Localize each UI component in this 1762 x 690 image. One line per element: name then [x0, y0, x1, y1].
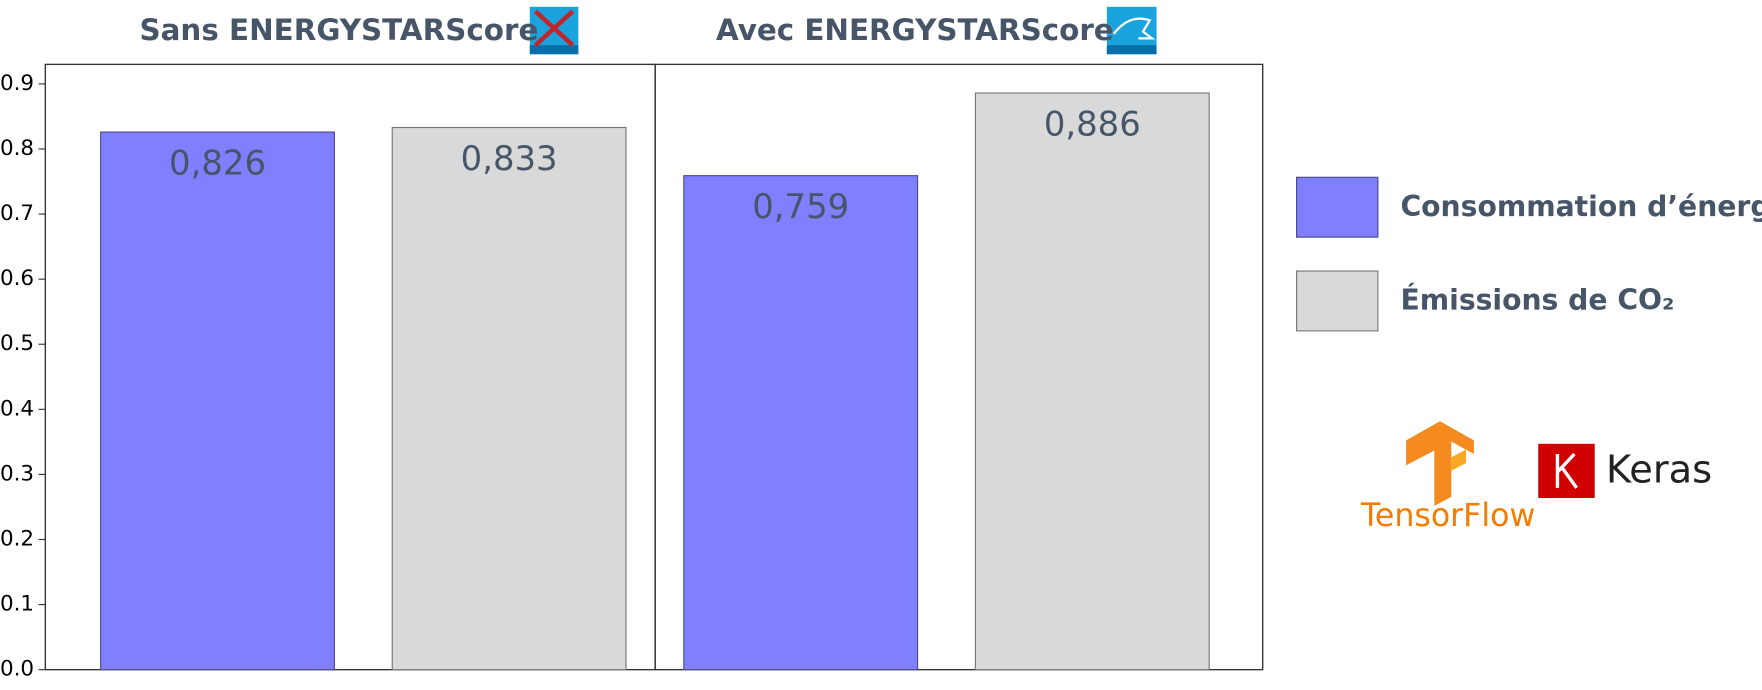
y-tick-label: 0.0	[0, 657, 34, 682]
bar	[391, 126, 627, 671]
keras-logo: Keras	[1606, 448, 1712, 493]
tensorflow-logo: TensorFlow	[1360, 498, 1535, 534]
value-label: 0,833	[461, 139, 558, 178]
y-tick-label: 0.2	[0, 527, 34, 552]
y-tick-label: 0.1	[0, 592, 34, 617]
legend-label: Consommation d’énergie	[1400, 190, 1762, 223]
legend-swatch	[1296, 176, 1379, 238]
bar	[100, 131, 335, 671]
legend-label: Émissions de CO₂	[1400, 283, 1674, 317]
y-tick-label: 0.7	[0, 201, 34, 226]
y-tick-label: 0.3	[0, 461, 34, 486]
y-tick-label: 0.8	[0, 136, 34, 161]
value-label: 0,886	[1044, 104, 1141, 143]
panel-frame	[654, 63, 1264, 671]
y-tick-label: 0.9	[0, 71, 34, 96]
legend-swatch	[1296, 270, 1379, 332]
y-tick-label: 0.4	[0, 396, 34, 421]
chart-title: Sans ENERGYSTARScore	[139, 13, 538, 47]
chart-title: Avec ENERGYSTARScore	[716, 13, 1114, 47]
energy-star-icon	[1106, 6, 1157, 55]
y-tick-label: 0.5	[0, 331, 34, 356]
bar	[683, 175, 919, 671]
keras-icon-k	[1555, 452, 1579, 489]
tensorflow-icon	[1406, 421, 1474, 506]
y-tick-label: 0.6	[0, 266, 34, 291]
value-label: 0,826	[169, 143, 266, 182]
value-label: 0,759	[752, 187, 849, 226]
energy-star-icon	[529, 6, 579, 55]
bar	[974, 92, 1210, 671]
